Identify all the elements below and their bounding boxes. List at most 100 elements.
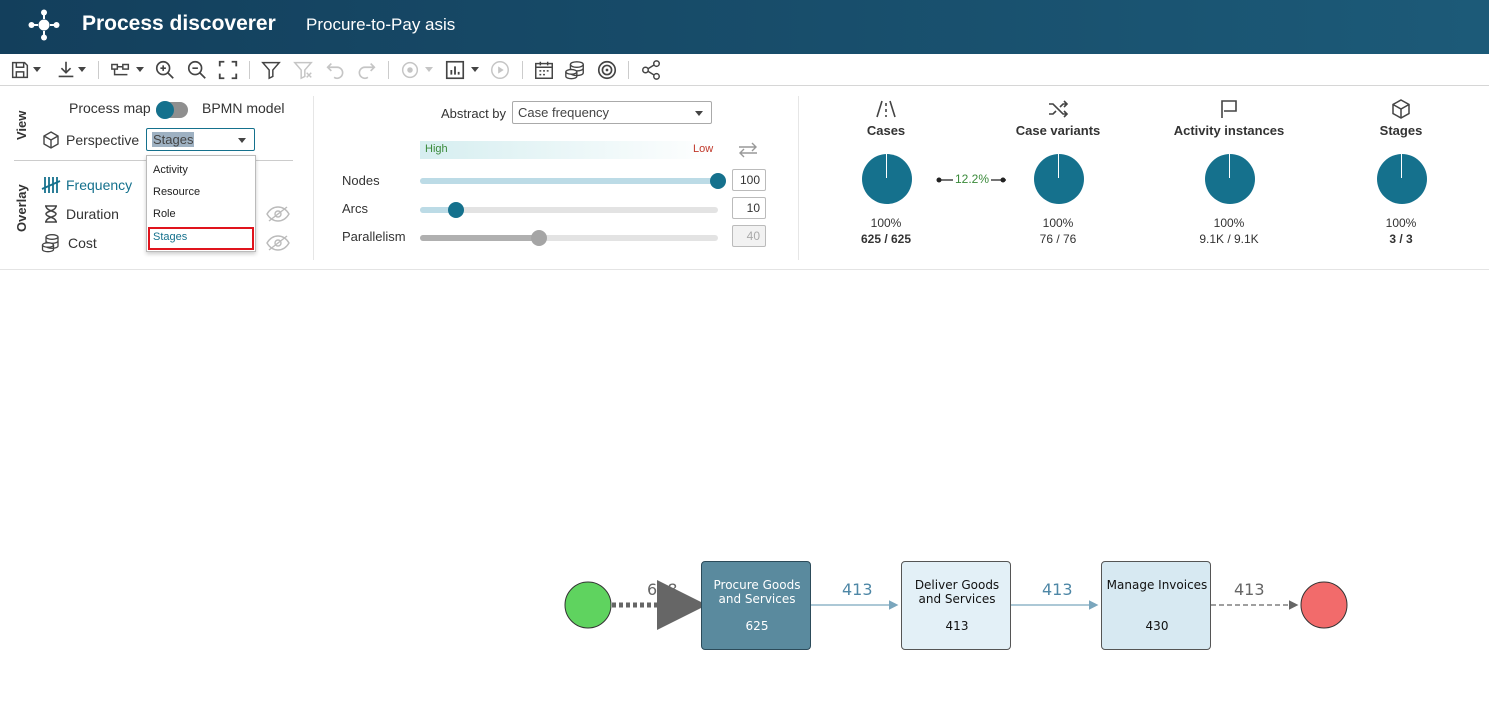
cube-icon	[43, 131, 59, 149]
arcs-slider-knob[interactable]	[447, 202, 464, 218]
activity-instances-value: 9.1K / 9.1K	[1199, 232, 1259, 246]
road-icon	[876, 100, 896, 118]
play-icon	[488, 59, 512, 81]
abstract-by-select[interactable]: Case frequency	[512, 101, 712, 124]
chevron-down-icon[interactable]	[695, 111, 703, 116]
activity-node-count: 430	[1145, 619, 1169, 633]
stages-title: Stages	[1379, 123, 1423, 138]
variant-ratio-label: 12.2%	[953, 172, 992, 186]
end-node[interactable]	[1300, 581, 1348, 629]
edge-label: 413	[842, 580, 873, 599]
activity-node-count: 413	[945, 619, 969, 633]
cases-pie	[862, 154, 912, 204]
target-icon[interactable]	[595, 59, 619, 81]
chart-icon[interactable]	[443, 59, 467, 81]
settings-panel: View Process map BPMN model Perspective …	[0, 86, 1489, 270]
toolbar-divider	[522, 61, 523, 79]
perspective-selected-value: Stages	[152, 132, 195, 147]
download-menu-chevron-icon[interactable]	[78, 67, 86, 72]
panel-divider	[798, 96, 799, 260]
shuffle-icon	[1049, 100, 1069, 118]
chevron-down-icon[interactable]	[238, 138, 246, 143]
download-icon[interactable]	[54, 59, 78, 81]
chart-menu-chevron-icon[interactable]	[471, 67, 479, 72]
app-logo-icon[interactable]	[28, 9, 60, 41]
activity-instances-title: Activity instances	[1173, 123, 1285, 138]
parallelism-value-input: 40	[732, 225, 766, 247]
case-variants-percent: 100%	[1042, 216, 1074, 230]
activity-node[interactable]: Manage Invoices 430	[1101, 561, 1211, 650]
abstract-by-value: Case frequency	[518, 105, 610, 120]
nodes-label: Nodes	[342, 173, 380, 188]
parallelism-label: Parallelism	[342, 229, 406, 244]
undo-icon	[323, 59, 347, 81]
activity-node[interactable]: Procure Goods and Services 625	[701, 561, 811, 650]
hidden-eye-icon[interactable]	[266, 235, 290, 251]
perspective-dropdown-menu: Activity Resource Role Stages	[146, 155, 256, 252]
case-variants-pie	[1034, 154, 1084, 204]
hidden-eye-icon[interactable]	[266, 206, 290, 222]
cube-icon	[1392, 99, 1410, 119]
panel-divider	[313, 96, 314, 260]
nodes-slider[interactable]	[420, 173, 726, 189]
stages-value: 3 / 3	[1389, 232, 1413, 246]
bpmn-model-label: BPMN model	[202, 100, 285, 116]
cost-overlay-option[interactable]: Cost	[68, 235, 97, 251]
perspective-option-activity[interactable]: Activity	[153, 164, 188, 176]
swap-icon[interactable]	[737, 142, 759, 158]
nodes-slider-fill	[420, 178, 718, 184]
share-icon[interactable]	[639, 59, 663, 81]
start-node[interactable]	[564, 581, 612, 629]
perspective-option-resource[interactable]: Resource	[153, 186, 201, 198]
stages-percent: 100%	[1385, 216, 1417, 230]
cases-title: Cases	[866, 123, 906, 138]
activity-instances-percent: 100%	[1213, 216, 1245, 230]
toolbar-divider	[628, 61, 629, 79]
duration-overlay-option[interactable]: Duration	[66, 206, 119, 222]
process-map-canvas[interactable]: 608 413 413 413 Procure Goods and Servic…	[0, 271, 1489, 715]
toolbar	[0, 54, 1489, 86]
save-menu-chevron-icon[interactable]	[33, 67, 41, 72]
case-variants-value: 76 / 76	[1039, 232, 1077, 246]
document-title: Procure-to-Pay asis	[306, 15, 456, 34]
calendar-icon[interactable]	[532, 59, 556, 81]
activity-node[interactable]: Deliver Goods and Services 413	[901, 561, 1011, 650]
perspective-select[interactable]: Stages	[146, 128, 255, 151]
view-section-label: View	[14, 110, 29, 140]
flag-icon	[1221, 100, 1237, 118]
toolbar-divider	[98, 61, 99, 79]
high-label: High	[425, 143, 448, 155]
perspective-option-role[interactable]: Role	[153, 208, 176, 220]
view-mode-toggle[interactable]	[156, 101, 188, 119]
toolbar-divider	[249, 61, 250, 79]
high-low-gradient	[420, 141, 718, 159]
nodes-value-input[interactable]: 100	[732, 169, 766, 191]
arcs-value-input[interactable]: 10	[732, 197, 766, 219]
case-variants-title: Case variants	[1015, 123, 1101, 138]
process-map-label: Process map	[69, 100, 151, 116]
parallelism-slider	[420, 230, 718, 246]
process-map-edges	[564, 580, 1348, 630]
animation-icon	[398, 59, 422, 81]
activity-node-count: 625	[745, 619, 769, 633]
zoom-out-icon[interactable]	[185, 59, 209, 81]
frequency-icon	[41, 177, 61, 193]
arcs-slider[interactable]	[420, 202, 718, 218]
filter-icon[interactable]	[259, 59, 283, 81]
low-label: Low	[693, 143, 714, 155]
layout-icon[interactable]	[109, 59, 133, 81]
edge-label: 608	[647, 580, 678, 599]
zoom-in-icon[interactable]	[153, 59, 177, 81]
cost-icon[interactable]	[563, 59, 587, 81]
app-title: Process discoverer	[82, 12, 276, 35]
toggle-knob[interactable]	[156, 101, 174, 119]
fit-screen-icon[interactable]	[216, 59, 240, 81]
layout-menu-chevron-icon[interactable]	[136, 67, 144, 72]
save-icon[interactable]	[8, 59, 32, 81]
frequency-overlay-option[interactable]: Frequency	[66, 177, 133, 193]
activity-node-name: Manage Invoices	[1106, 578, 1208, 592]
perspective-option-stages[interactable]: Stages	[153, 231, 188, 243]
app-header: Process discoverer Procure-to-Pay asis	[0, 0, 1489, 54]
overlay-section-label: Overlay	[14, 184, 29, 232]
nodes-slider-knob[interactable]	[710, 173, 726, 189]
